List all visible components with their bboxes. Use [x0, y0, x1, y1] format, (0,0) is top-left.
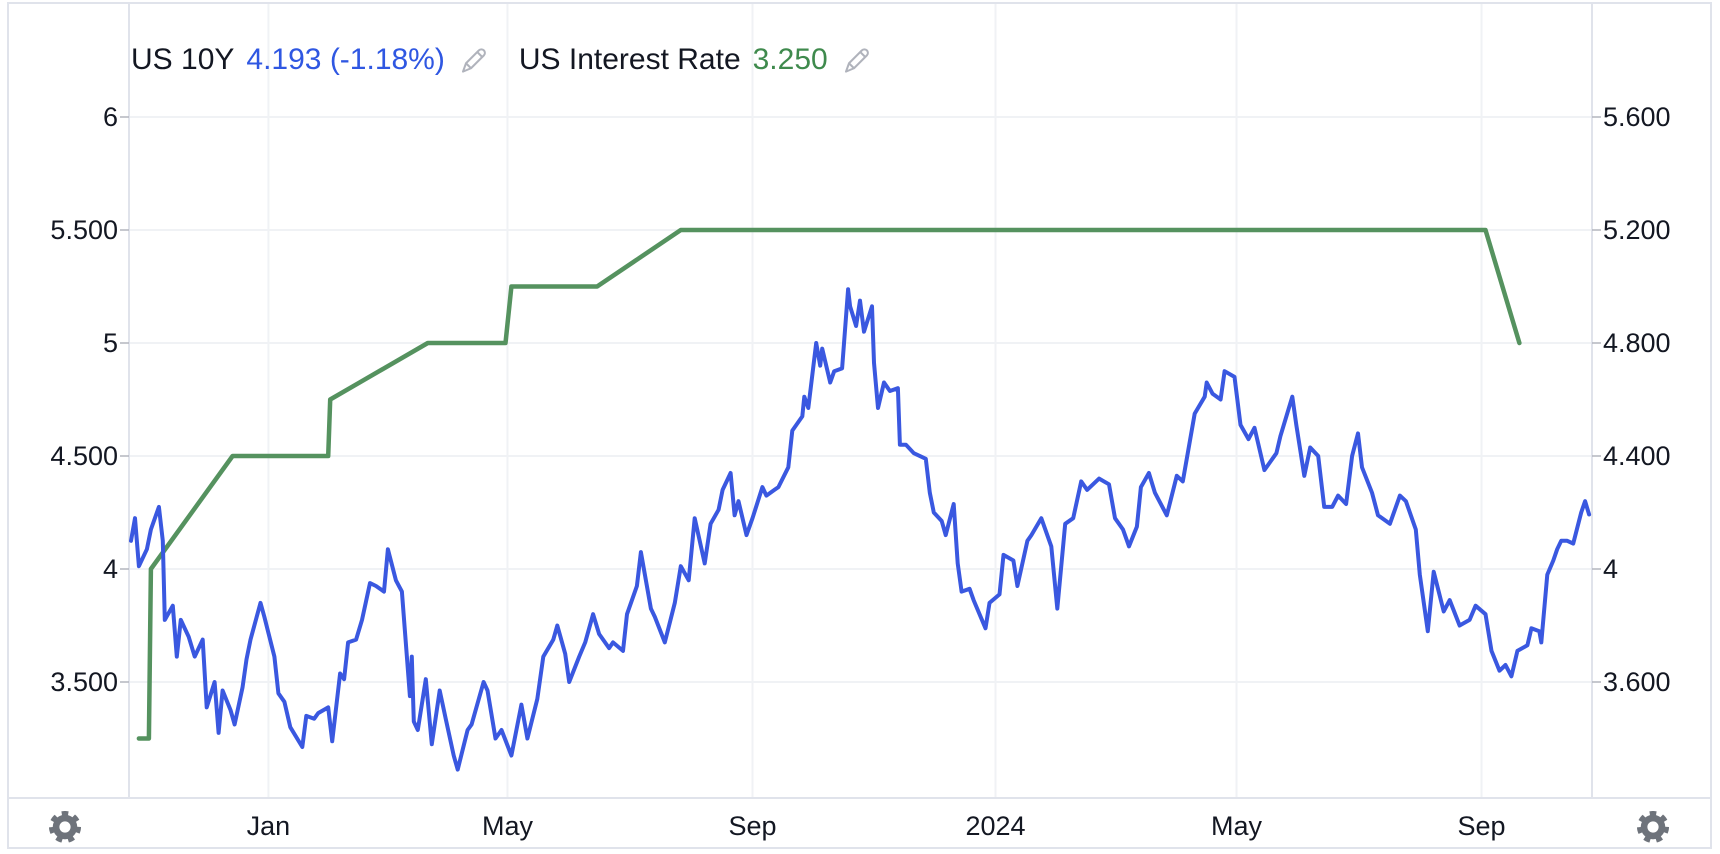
left-axis-label: 5 — [103, 328, 118, 358]
right-axis-label: 4 — [1603, 554, 1618, 584]
edit-pencil-icon[interactable] — [459, 45, 489, 75]
time-axis-label-2024[interactable]: 2024 — [965, 811, 1025, 841]
legend-rate-value: 3.250 — [752, 43, 828, 76]
right-axis-label: 5.200 — [1603, 215, 1671, 245]
right-axis-label: 3.600 — [1603, 667, 1671, 697]
edit-pencil-icon[interactable] — [842, 45, 872, 75]
legend-rate-title: US Interest Rate — [518, 43, 741, 76]
gear-icon — [1637, 811, 1669, 843]
left-axis-label: 3.500 — [50, 667, 118, 697]
right-scale-settings-button[interactable] — [1635, 809, 1671, 845]
left-axis-label: 4 — [103, 554, 118, 584]
legend-us10y-title: US 10Y — [131, 43, 235, 76]
time-axis-label-may[interactable]: May — [1211, 811, 1263, 841]
right-axis-label: 5.600 — [1603, 102, 1671, 132]
chart-legend: US 10Y 4.193 (-1.18%) US Interest Rate 3… — [131, 41, 872, 79]
time-axis-label-sep[interactable]: Sep — [728, 811, 776, 841]
left-axis-label: 4.500 — [50, 441, 118, 471]
right-axis-label: 4.800 — [1603, 328, 1671, 358]
legend-item-interest-rate[interactable]: US Interest Rate 3.250 — [519, 41, 872, 79]
time-axis-label-jan[interactable]: Jan — [247, 811, 291, 841]
time-axis-label-sep[interactable]: Sep — [1458, 811, 1506, 841]
legend-item-us10y[interactable]: US 10Y 4.193 (-1.18%) — [131, 41, 489, 79]
us10y-price-line[interactable] — [129, 287, 1592, 772]
time-axis-label-may[interactable]: May — [482, 811, 534, 841]
left-scale-settings-button[interactable] — [47, 809, 83, 845]
left-axis-label: 5.500 — [50, 215, 118, 245]
left-axis-label: 6 — [103, 102, 118, 132]
legend-us10y-value: 4.193 (-1.18%) — [246, 43, 445, 76]
right-axis-label: 4.400 — [1603, 441, 1671, 471]
interest-rate-line[interactable] — [136, 227, 1522, 741]
gear-icon — [49, 811, 81, 843]
